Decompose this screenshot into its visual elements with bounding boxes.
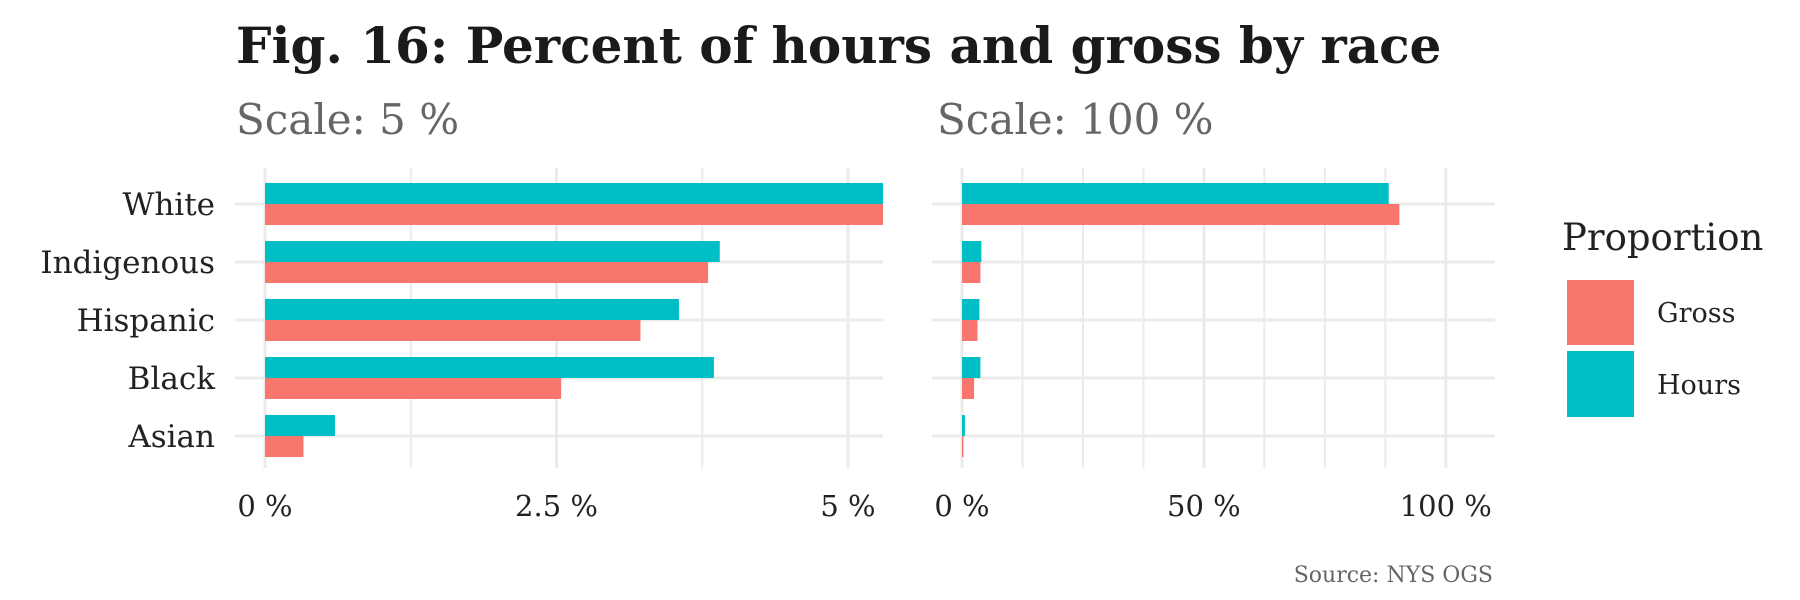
x-tick-label: 0 % (934, 489, 989, 523)
panel-left-subtitle: Scale: 5 % (236, 95, 459, 144)
source-caption: Source: NYS OGS (1294, 563, 1493, 588)
bar-hours-asian (962, 415, 965, 436)
bar-gross-indigenous (962, 262, 981, 283)
legend-title: Proportion (1562, 216, 1763, 259)
x-tick-label: 5 % (820, 489, 875, 523)
category-label-indigenous: Indigenous (40, 245, 215, 281)
category-label-black: Black (128, 361, 216, 397)
x-tick-label: 100 % (1400, 489, 1492, 523)
panel-right-plot: 0 % 50 % 100 % (932, 168, 1495, 523)
legend-swatch-hours (1567, 351, 1634, 417)
legend-label-gross: Gross (1657, 298, 1735, 329)
bar-hours-asian (265, 415, 335, 436)
bar-gross-indigenous (265, 262, 709, 283)
bar-gross-asian (962, 436, 964, 457)
bar-gross-asian (265, 436, 304, 457)
panel-left-plot: 0 % 2.5 % 5 % (235, 168, 883, 523)
bar-gross-white (265, 204, 883, 225)
bar-gross-black (265, 378, 562, 399)
bar-hours-indigenous (962, 241, 982, 262)
bar-hours-indigenous (265, 241, 720, 262)
category-axis-labels: White Indigenous Hispanic Black Asian (40, 187, 215, 455)
bar-hours-hispanic (265, 299, 679, 320)
x-tick-label: 2.5 % (515, 489, 598, 523)
bar-gross-white (962, 204, 1400, 225)
category-label-white: White (122, 187, 215, 223)
legend-swatch-gross (1567, 280, 1634, 345)
x-tick-label: 50 % (1167, 489, 1241, 523)
bar-hours-white (962, 183, 1389, 204)
category-label-hispanic: Hispanic (77, 303, 215, 339)
panel-right-subtitle: Scale: 100 % (937, 95, 1214, 144)
bar-hours-hispanic (962, 299, 980, 320)
bar-gross-hispanic (962, 320, 978, 341)
bar-hours-white (265, 183, 883, 204)
bar-hours-black (962, 357, 981, 378)
bar-gross-hispanic (265, 320, 641, 341)
legend: Proportion Gross Hours (1562, 216, 1763, 417)
bar-hours-black (265, 357, 714, 378)
bar-gross-black (962, 378, 975, 399)
chart-title: Fig. 16: Percent of hours and gross by r… (236, 16, 1441, 75)
category-label-asian: Asian (127, 419, 215, 455)
legend-label-hours: Hours (1657, 370, 1741, 401)
x-tick-label: 0 % (237, 489, 292, 523)
